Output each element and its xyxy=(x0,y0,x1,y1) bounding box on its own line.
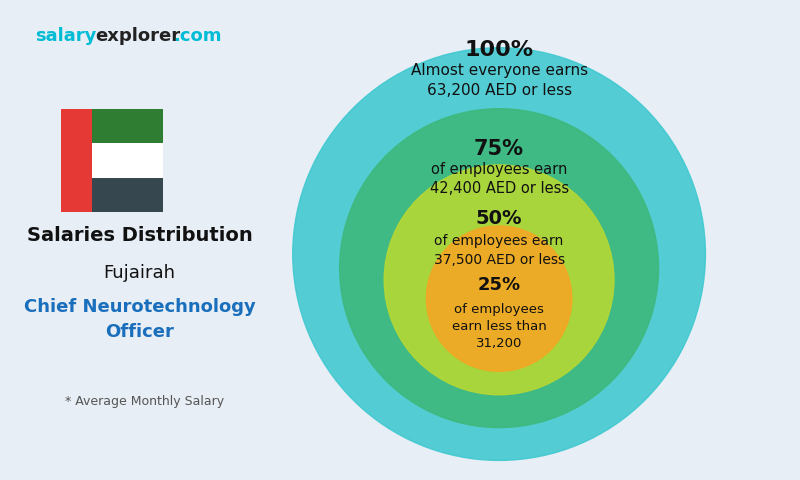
Circle shape xyxy=(426,226,572,372)
FancyBboxPatch shape xyxy=(92,143,163,178)
Text: 25%: 25% xyxy=(478,276,521,294)
Text: 50%: 50% xyxy=(476,209,522,228)
Text: * Average Monthly Salary: * Average Monthly Salary xyxy=(66,396,225,408)
Text: Salaries Distribution: Salaries Distribution xyxy=(26,226,253,245)
Text: of employees earn
42,400 AED or less: of employees earn 42,400 AED or less xyxy=(430,162,569,196)
FancyBboxPatch shape xyxy=(62,108,92,212)
Circle shape xyxy=(384,165,614,395)
Text: Almost everyone earns
63,200 AED or less: Almost everyone earns 63,200 AED or less xyxy=(410,63,588,98)
FancyBboxPatch shape xyxy=(92,178,163,212)
FancyBboxPatch shape xyxy=(18,5,800,475)
Text: Chief Neurotechnology
Officer: Chief Neurotechnology Officer xyxy=(24,298,255,341)
Text: 75%: 75% xyxy=(474,139,524,158)
Circle shape xyxy=(293,48,706,460)
FancyBboxPatch shape xyxy=(92,108,163,143)
Text: .com: .com xyxy=(173,26,222,45)
Text: salary: salary xyxy=(35,26,97,45)
Text: 100%: 100% xyxy=(465,40,534,60)
Text: Fujairah: Fujairah xyxy=(103,264,175,282)
Text: of employees earn
37,500 AED or less: of employees earn 37,500 AED or less xyxy=(434,234,565,266)
Text: of employees
earn less than
31,200: of employees earn less than 31,200 xyxy=(452,303,546,350)
Circle shape xyxy=(340,108,658,428)
Text: explorer: explorer xyxy=(95,26,180,45)
